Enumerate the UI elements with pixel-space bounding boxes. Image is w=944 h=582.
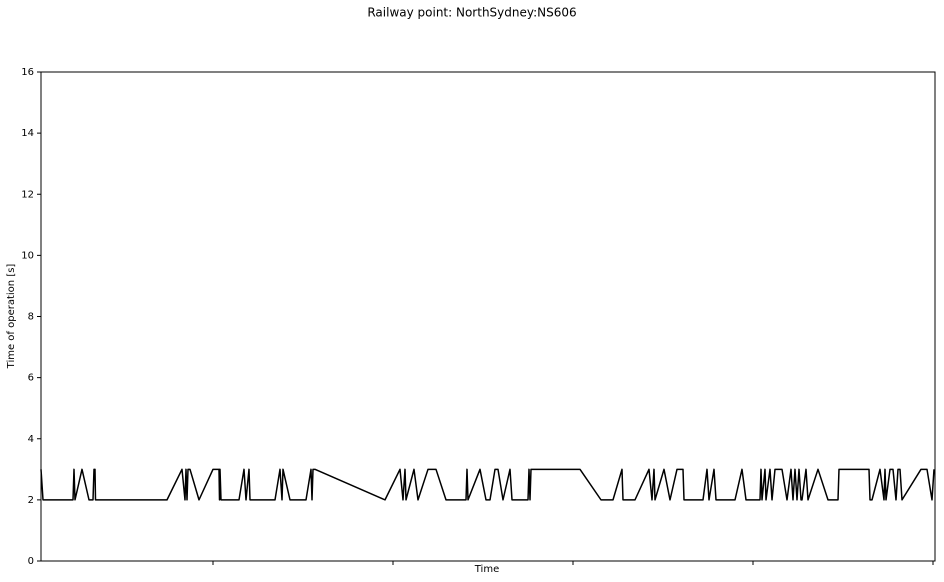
plot-frame	[40, 71, 936, 562]
y-tick-label: 2	[28, 495, 34, 506]
y-tick-label: 6	[28, 373, 34, 384]
y-axis-label: Time of operation [s]	[6, 264, 17, 370]
y-tick-label: 16	[21, 67, 34, 78]
chart-title: Railway point: NorthSydney:NS606	[367, 6, 576, 20]
y-tick-label: 10	[21, 250, 34, 261]
y-tick-label: 0	[28, 556, 34, 567]
x-axis-label: Time	[474, 564, 499, 575]
data-line	[40, 468, 935, 501]
y-tick-label: 4	[28, 434, 34, 445]
y-tick-label: 8	[28, 312, 34, 323]
y-tick-label: 12	[21, 189, 34, 200]
y-tick-label: 14	[21, 128, 34, 139]
